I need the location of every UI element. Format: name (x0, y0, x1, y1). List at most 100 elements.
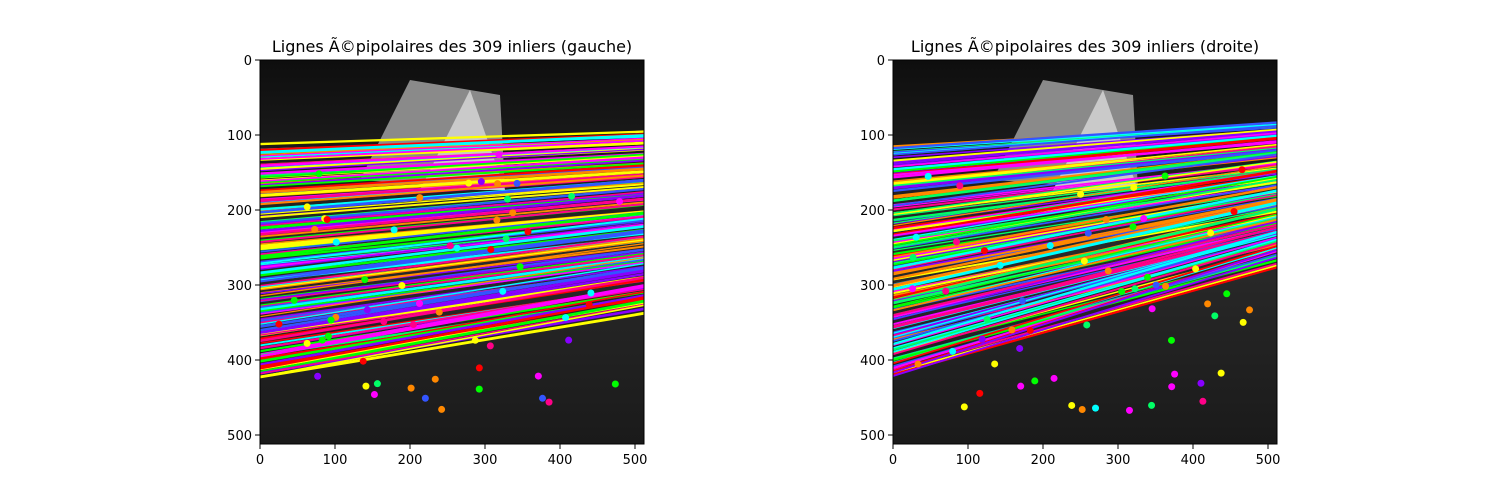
right-xtick-label: 400 (1181, 453, 1206, 468)
right-epipolar-line (893, 147, 1277, 187)
right-inlier-point (1144, 273, 1152, 281)
left-epipolar-line (260, 178, 644, 214)
left-epipolar-line (260, 130, 644, 146)
right-epipolar-line (893, 226, 1277, 318)
right-epipolar-line (893, 242, 1277, 356)
left-inlier-point (524, 228, 532, 236)
right-epipolar-line (893, 201, 1277, 291)
left-epipolar-line (260, 137, 644, 157)
left-inlier-point (516, 263, 524, 271)
left-ytick-label: 200 (227, 204, 252, 219)
right-inlier-point (1077, 190, 1085, 198)
left-epipolar-line (260, 231, 644, 283)
right-epipolar-line (893, 198, 1277, 281)
left-inlier-point (359, 357, 367, 365)
left-epipolar-line (260, 139, 644, 160)
left-epipolar-line (260, 167, 644, 194)
right-epipolar-line (893, 134, 1277, 171)
left-epipolar-line (260, 299, 644, 374)
right-epipolar-line (893, 207, 1277, 303)
right-inlier-point (1050, 374, 1058, 382)
right-epipolar-line (893, 186, 1277, 259)
left-inlier-point (499, 287, 507, 295)
left-inlier-point (275, 320, 283, 328)
left-xtick-label: 200 (398, 453, 423, 468)
left-inlier-point (290, 296, 298, 304)
right-inlier-point (1046, 242, 1054, 250)
left-inlier-point (363, 306, 371, 314)
right-epipolar-line (893, 175, 1277, 241)
right-inlier-point (1204, 300, 1212, 308)
left-inlier-point (409, 321, 417, 329)
left-inlier-point (398, 282, 406, 290)
right-epipolar-line (893, 230, 1277, 320)
left-ytick-label: 500 (227, 429, 252, 444)
right-inlier-point (1238, 166, 1246, 174)
right-inlier-point (1223, 290, 1231, 298)
left-epipolar-line (260, 252, 644, 306)
right-epipolar-line (893, 230, 1277, 338)
right-inlier-point (978, 335, 986, 343)
right-inlier-point (976, 389, 984, 397)
left-inlier-point (373, 380, 381, 388)
left-epipolar-line (260, 217, 644, 265)
left-epipolar-line (260, 164, 644, 192)
right-epipolar-line (893, 140, 1277, 179)
left-axes-frame (259, 59, 645, 445)
right-epipolar-line (893, 230, 1277, 329)
left-epipolar-line (260, 145, 644, 168)
left-inlier-point (327, 316, 335, 324)
left-inlier-point (611, 380, 619, 388)
right-xtick-label: 0 (889, 453, 897, 468)
left-epipolar-line (260, 285, 644, 358)
right-inlier-point (1246, 306, 1254, 314)
right-inlier-point (1152, 281, 1160, 289)
right-inlier-point (1031, 377, 1039, 385)
right-inlier-point (1148, 401, 1156, 409)
left-epipolar-line (260, 248, 644, 295)
left-epipolar-line (260, 303, 644, 375)
right-inlier-point (1026, 326, 1034, 334)
left-xtick-label: 0 (256, 453, 264, 468)
left-epipolar-line (260, 203, 644, 244)
left-epipolar-line (260, 194, 644, 233)
left-inlier-point (315, 170, 323, 178)
left-xtick-label: 500 (623, 453, 648, 468)
left-epipolar-lines (260, 130, 644, 379)
left-inlier-point (416, 194, 424, 202)
right-inlier-point (1080, 257, 1088, 265)
right-inlier-point (1148, 305, 1156, 313)
left-epipolar-line (260, 254, 644, 308)
right-inlier-point (1078, 405, 1086, 413)
left-epipolar-line (260, 311, 644, 379)
right-inlier-point (949, 347, 957, 355)
left-inlier-point (539, 394, 547, 402)
right-inlier-point (956, 182, 964, 190)
right-inlier-point (1168, 383, 1176, 391)
right-inlier-point (1017, 382, 1025, 390)
left-epipolar-line (260, 265, 644, 321)
right-epipolar-line (893, 168, 1277, 217)
right-inlier-point (1140, 215, 1148, 223)
right-inlier-point (1118, 288, 1126, 296)
right-epipolar-line (893, 124, 1277, 156)
right-ytick-label: 0 (877, 54, 885, 69)
left-inlier-point (421, 394, 429, 402)
left-ytick-label: 0 (244, 54, 252, 69)
left-ytick-label: 400 (227, 354, 252, 369)
left-inlier-point (565, 336, 573, 344)
left-panel: Lignes Ã©pipolaires des 309 inliers (gau… (227, 37, 647, 468)
left-epipolar-line (260, 134, 644, 154)
right-inlier-point (1130, 183, 1138, 191)
left-epipolar-line (260, 276, 644, 343)
right-epipolar-line (893, 130, 1277, 164)
left-epipolar-line (260, 273, 644, 336)
left-inlier-point (416, 300, 424, 308)
right-inlier-point (1199, 397, 1207, 405)
left-inlier-point (475, 385, 483, 393)
left-epipolar-line (260, 184, 644, 215)
left-epipolar-line (260, 159, 644, 187)
right-inlier-point (980, 247, 988, 255)
left-inlier-point (303, 339, 311, 347)
right-ytick-label: 500 (860, 429, 885, 444)
